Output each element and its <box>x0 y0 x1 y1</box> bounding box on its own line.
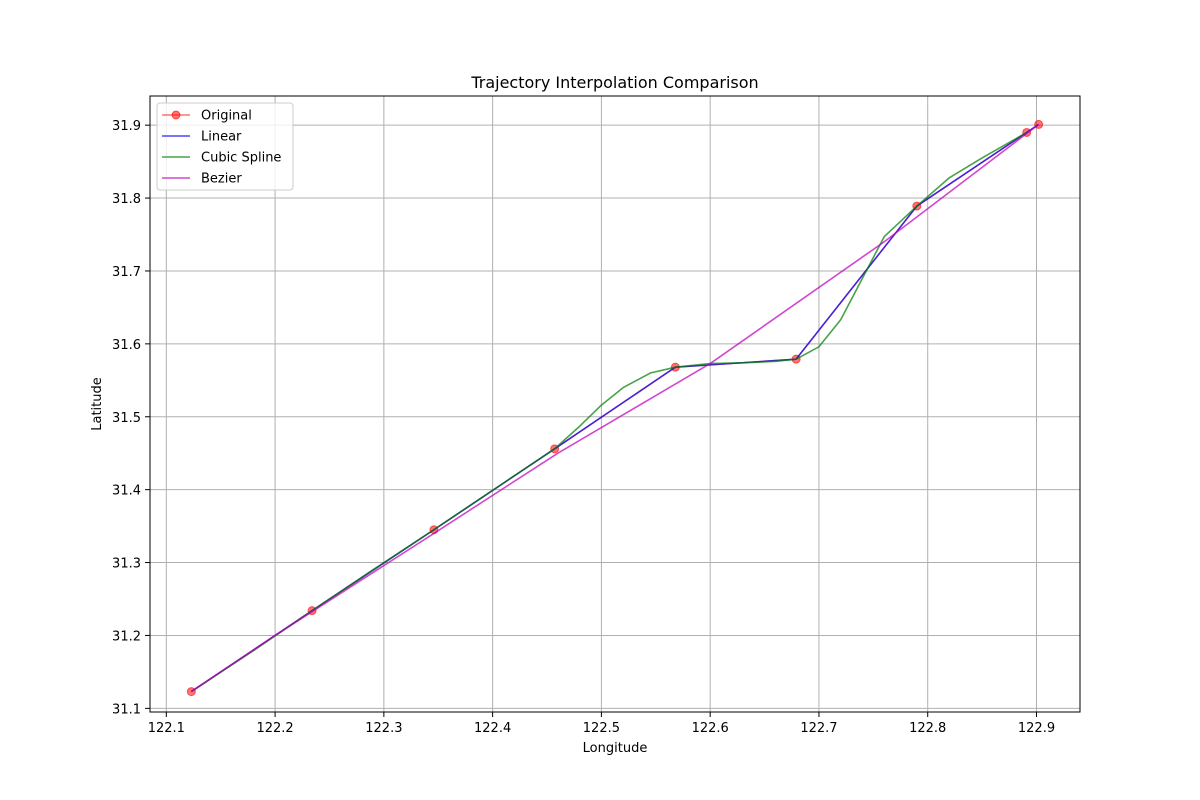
legend-label-original: Original <box>201 109 252 124</box>
legend: Original Linear Cubic Spline Bezier <box>156 102 294 191</box>
chart-title: Trajectory Interpolation Comparison <box>470 73 758 92</box>
y-tick-label: 31.3 <box>112 557 141 572</box>
series-cubic-spline-line <box>190 131 1028 693</box>
series-layer <box>186 119 1044 697</box>
legend-label-linear: Linear <box>201 130 242 145</box>
x-tick-label: 122.2 <box>256 721 293 736</box>
x-tick-label: 122.9 <box>1018 721 1055 736</box>
legend-marker-original <box>171 110 181 120</box>
x-tick-label: 122.7 <box>800 721 837 736</box>
x-tick-label: 122.6 <box>692 721 729 736</box>
x-tick-label: 122.1 <box>148 721 185 736</box>
y-tick-label: 31.5 <box>112 411 141 426</box>
y-tick-label: 31.7 <box>112 265 141 280</box>
series-bezier-line <box>190 123 1040 693</box>
x-tick-label: 122.3 <box>365 721 402 736</box>
legend-label-bezier: Bezier <box>201 172 242 187</box>
ticks: 122.1 122.2 122.3 122.4 122.5 122.6 122.7 122.8… <box>112 119 1055 736</box>
plot-frame <box>149 95 1081 713</box>
y-axis-title: Latitude <box>90 377 105 431</box>
y-tick-label: 31.6 <box>112 338 141 353</box>
y-tick-label: 31.9 <box>112 119 141 134</box>
x-axis-title: Longitude <box>583 741 648 756</box>
y-tick-label: 31.8 <box>112 192 141 207</box>
x-tick-label: 122.8 <box>909 721 946 736</box>
y-tick-label: 31.4 <box>112 484 141 499</box>
legend-box <box>156 102 294 191</box>
y-tick-label: 31.1 <box>112 702 141 717</box>
x-tick-label: 122.5 <box>583 721 620 736</box>
x-tick-label: 122.4 <box>474 721 511 736</box>
y-tick-label: 31.2 <box>112 629 141 644</box>
legend-label-cubic-spline: Cubic Spline <box>201 151 281 166</box>
